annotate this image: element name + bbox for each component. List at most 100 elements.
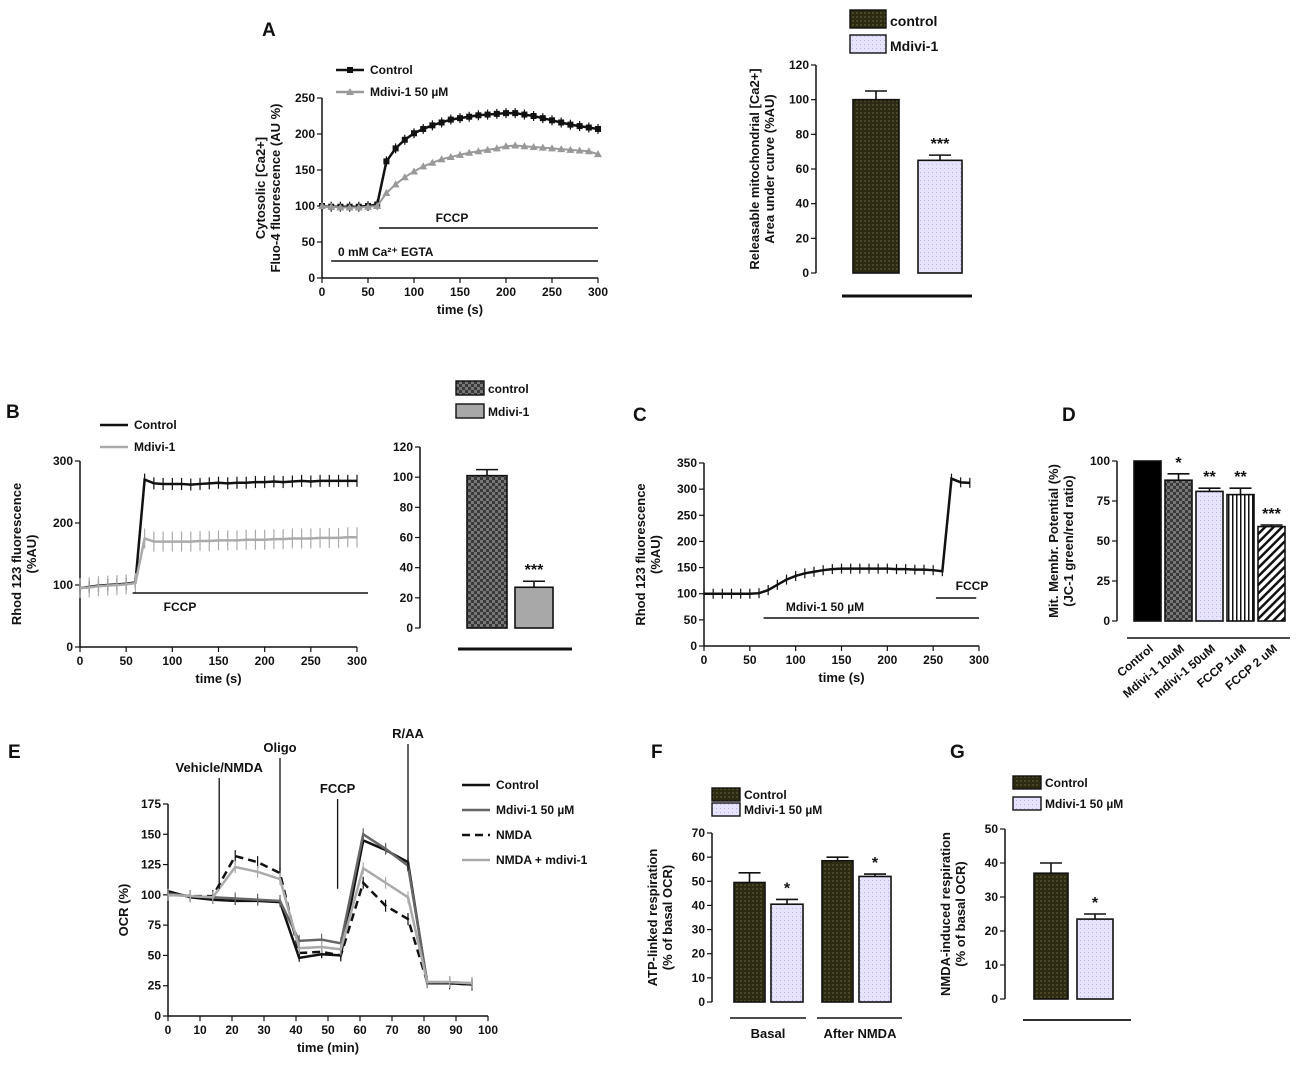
y-tick-label: 70 [692,826,706,840]
bar-3 [821,859,854,1003]
x-axis-label: time (s) [195,671,241,686]
chart-panel-d: 0 25 50 75 100 Mit. Membr. Potential (%) (JC-1… [1046,454,1290,701]
x-tick-label: 200 [496,285,516,299]
legend-label: Control [744,788,787,802]
y-axis-label: Fluo-4 fluorescence (AU %) [268,103,283,272]
y-tick-label: 0 [802,266,809,280]
data-point [447,116,454,123]
y-tick-label: 150 [677,561,697,575]
data-point [354,203,363,211]
y-tick-label: 50 [1097,534,1111,548]
x-tick-label: 300 [588,285,608,299]
x-tick-label: 250 [923,653,943,667]
significance-label: * [784,880,791,897]
treatment-label: FCCP [164,600,197,614]
y-tick-label: 40 [400,561,414,575]
data-point [383,158,390,165]
data-point [446,153,455,161]
legend-swatch [455,403,485,419]
x-axis-label: time (s) [818,670,864,685]
y-tick-label: 75 [148,918,162,932]
y-tick-label: 100 [141,888,161,902]
data-point [503,110,509,117]
data-point [585,124,592,131]
x-tick-label: 30 [257,1023,271,1037]
y-tick-label: 50 [148,948,162,962]
x-category-label: After NMDA [824,1026,898,1041]
data-point [327,202,336,210]
y-tick-label: 25 [148,979,162,993]
data-point [557,145,566,153]
y-tick-label: 60 [400,531,414,545]
series-line-4 [167,865,473,985]
legend-label: Mdivi-1 50 µM [744,803,822,817]
y-tick-label: 20 [400,591,414,605]
y-tick-label: 20 [692,947,706,961]
y-tick-label: 150 [295,163,315,177]
legend-label: Control [370,63,413,77]
legend-swatch [849,9,887,29]
data-point [345,203,354,211]
y-tick-label: 0 [698,995,705,1009]
data-point [429,122,436,129]
data-point [539,115,546,122]
series-line-3 [167,854,473,986]
y-tick-label: 0 [690,639,697,653]
y-tick-label: 60 [692,850,706,864]
data-point [566,145,575,153]
legend-label: control [488,382,529,396]
y-tick-label: 60 [796,162,810,176]
legend-swatch [1012,775,1042,790]
x-tick-label: 10 [193,1023,207,1037]
y-tick-label: 250 [295,91,315,105]
x-tick-label: 300 [969,653,989,667]
chart-panel-a-bar: 0 20 40 60 80 100 120 Releasable mitochondrial … [747,9,972,298]
data-point [419,162,428,170]
significance-label: ** [1203,469,1216,486]
legend-swatch [849,34,887,54]
x-tick-label: 50 [119,654,133,668]
annotation-label: Vehicle/NMDA [175,760,263,775]
bar-5 [1257,525,1286,622]
legend-label: NMDA + mdivi-1 [496,853,588,867]
y-axis-label: (%AU) [648,535,663,574]
y-tick-label: 300 [53,454,73,468]
legend-label: NMDA [496,828,532,842]
significance-label: *** [931,136,950,153]
data-point [382,189,391,197]
y-tick-label: 175 [141,797,161,811]
y-tick-label: 100 [53,578,73,592]
y-tick-label: 350 [677,456,697,470]
x-tick-label: 150 [208,654,228,668]
data-point [584,147,593,155]
bar-4 [858,875,892,1003]
data-point [336,203,345,211]
series-line-2 [167,832,473,985]
significance-label: * [872,855,879,872]
legend-label: Mdivi-1 [890,38,938,54]
bar-1 [1033,872,1069,1000]
series-line-1 [167,838,473,986]
y-tick-label: 50 [985,822,999,836]
panel-label-a: A [262,20,276,41]
y-axis-label: Rhod 123 fluorescence [9,483,24,625]
data-point [465,148,474,156]
annotation-label: FCCP [320,781,356,796]
series-line-1 [321,111,599,208]
y-tick-label: 120 [789,58,809,72]
data-point [576,123,583,130]
x-tick-label: 0 [77,654,84,668]
bar-2 [1076,918,1114,1000]
legend-marker [347,67,353,73]
y-tick-label: 50 [684,613,698,627]
data-point [492,144,501,152]
bar-1 [733,881,766,1003]
x-tick-label: 100 [786,653,806,667]
y-tick-label: 50 [692,874,706,888]
legend-label: Mdivi-1 50 µM [370,85,448,99]
bar-2 [770,903,804,1003]
x-tick-label: 50 [321,1023,335,1037]
y-axis-label: (%AU) [24,535,39,574]
data-point [474,147,483,155]
legend-swatch [1012,796,1042,811]
